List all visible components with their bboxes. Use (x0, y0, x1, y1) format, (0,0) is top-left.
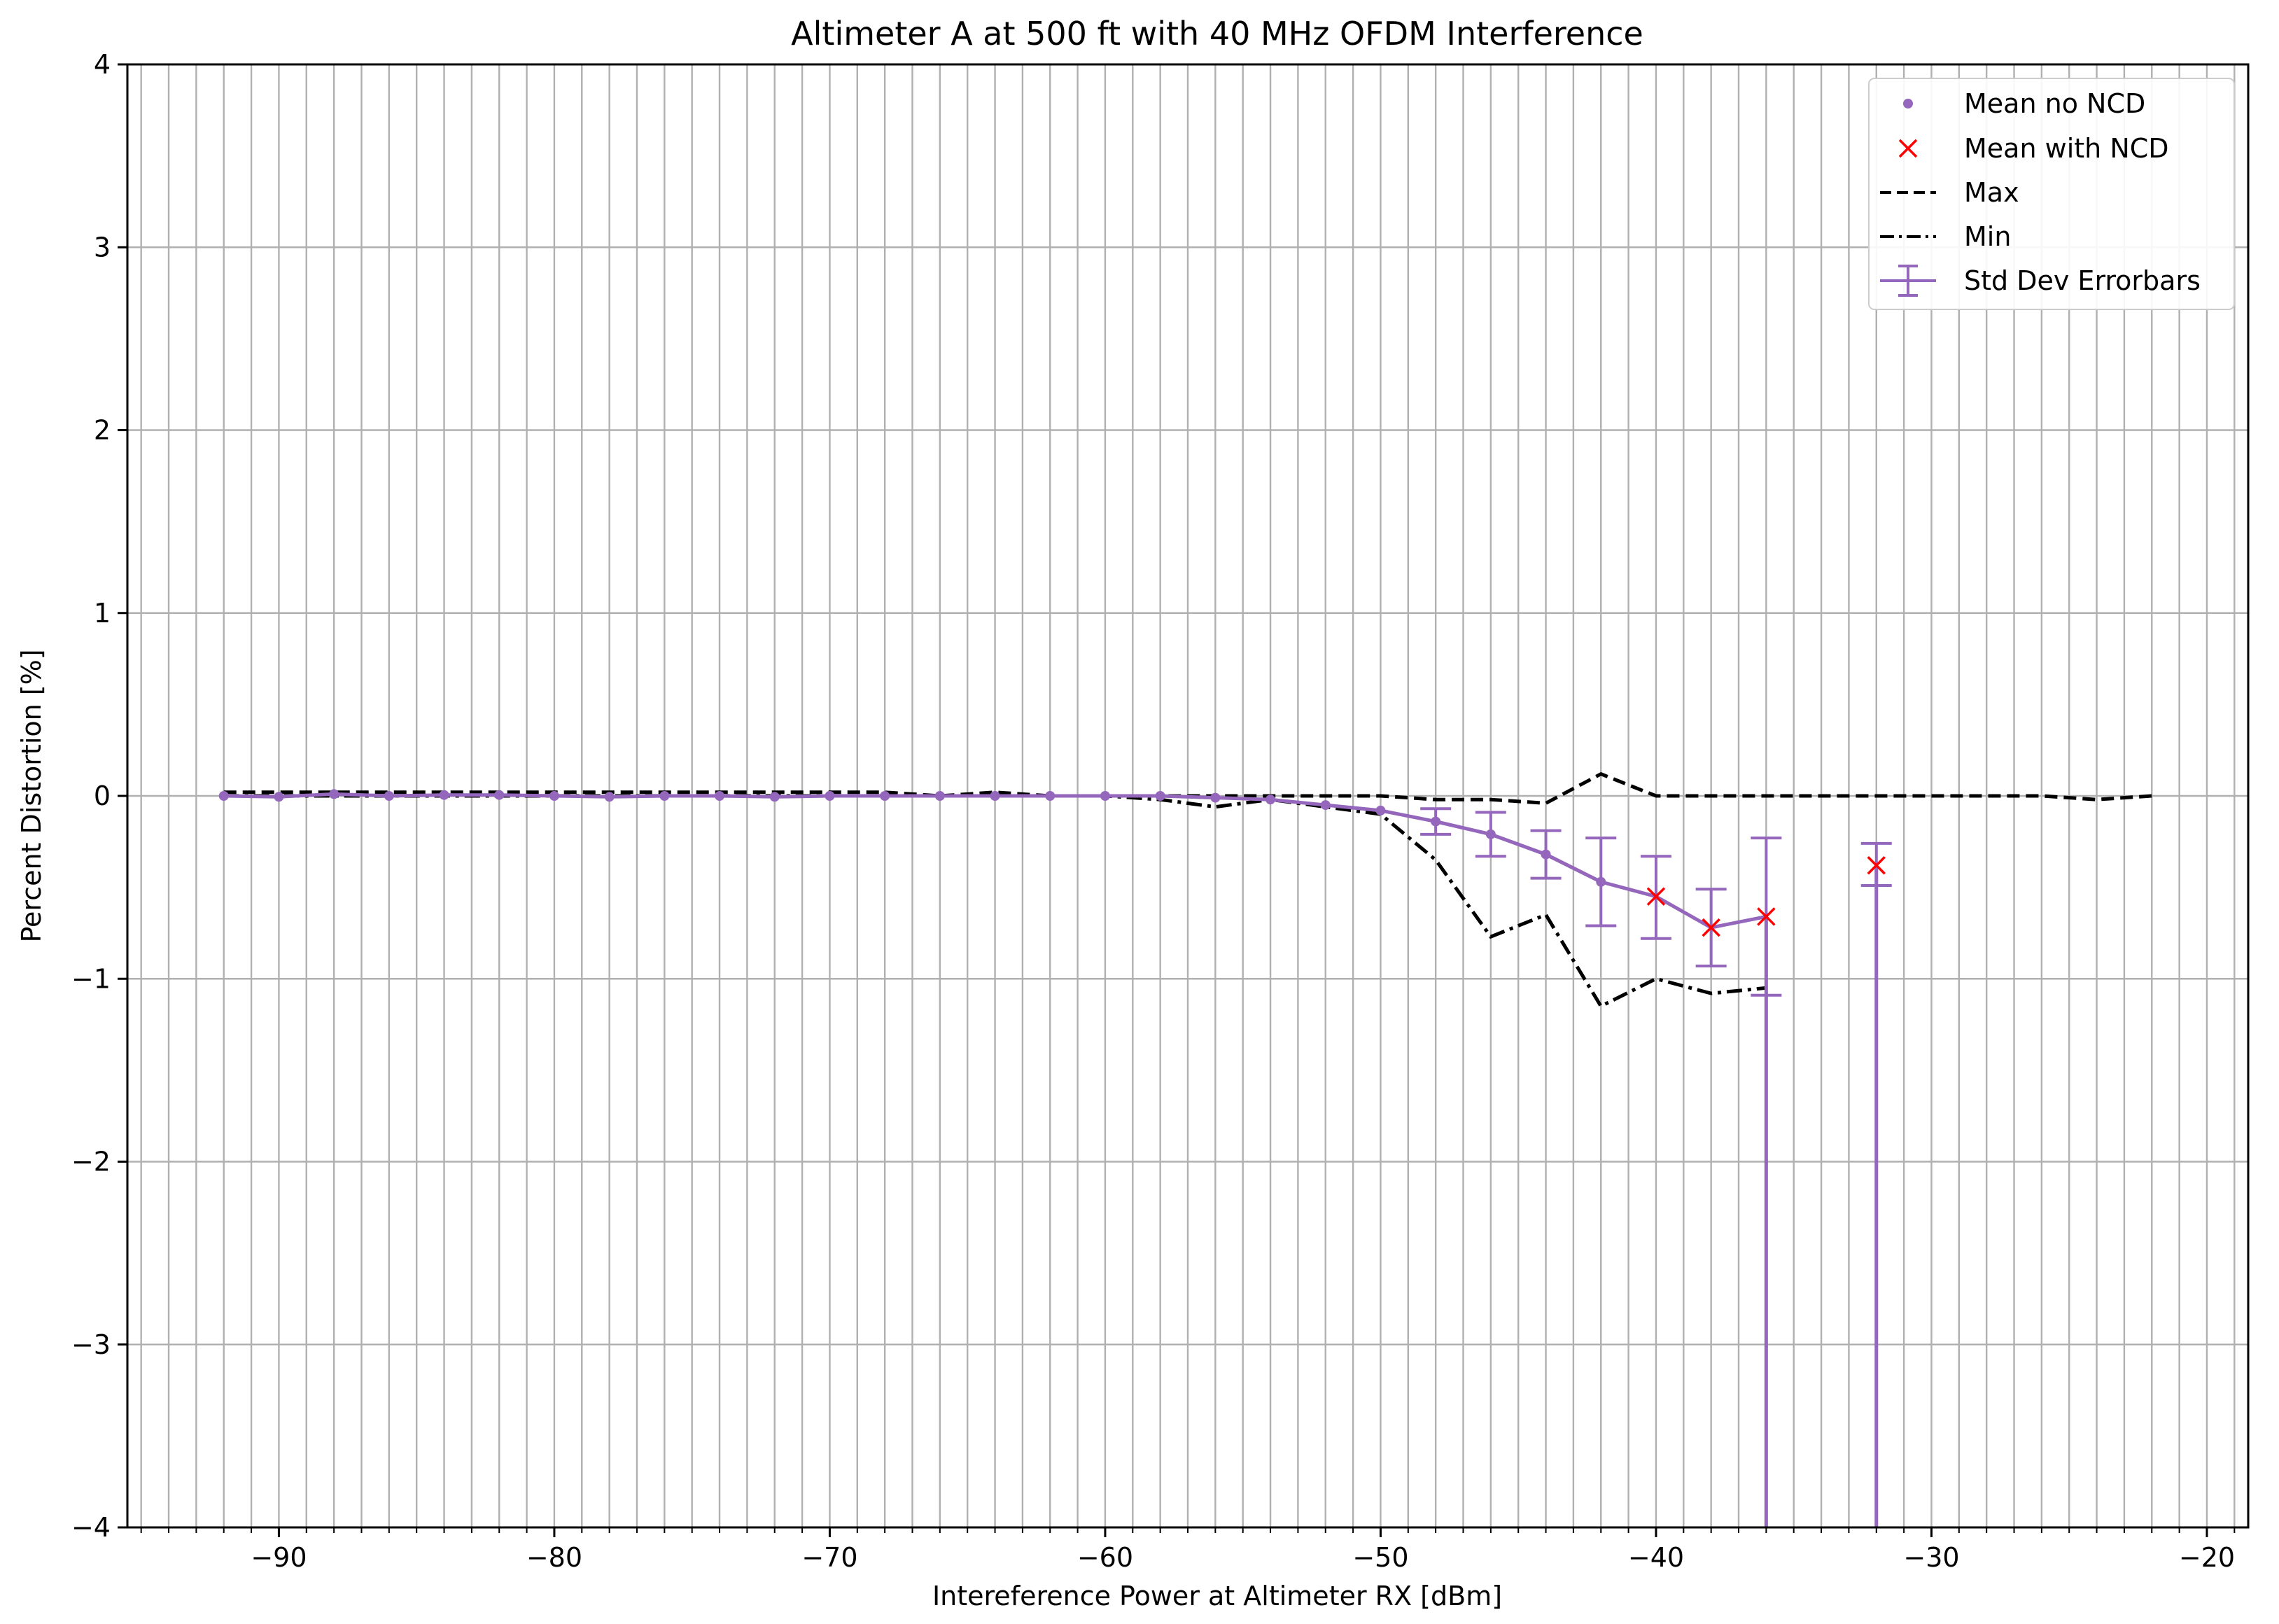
legend-marker-mean-no-ncd (1903, 99, 1913, 108)
x-tick-label: −70 (801, 1542, 857, 1573)
legend-label-errorbars: Std Dev Errorbars (1964, 265, 2201, 296)
x-marker-stroke (1867, 856, 1886, 875)
x-marker-stroke (1646, 887, 1666, 906)
mean-no-ncd-point (1210, 792, 1221, 803)
x-marker-stroke (1702, 918, 1720, 937)
x-marker-stroke (1757, 907, 1776, 926)
mean-no-ncd-point (1155, 791, 1165, 801)
y-tick-label: 1 (94, 598, 111, 629)
legend-marker-errorbars (1880, 265, 1936, 297)
x-tick-label: −60 (1077, 1542, 1133, 1573)
x-tick-label: −20 (2179, 1542, 2235, 1573)
mean-with-ncd-point (1757, 907, 1776, 926)
mean-with-ncd-point (1867, 856, 1886, 875)
mean-no-ncd-point (1265, 794, 1276, 805)
mean-no-ncd-point (329, 789, 339, 799)
mean-no-ncd-point (1485, 829, 1496, 839)
mean-no-ncd-point (1100, 791, 1110, 801)
mean-no-ncd-point (1431, 816, 1441, 827)
y-tick-label: −1 (71, 963, 111, 994)
x-tick-label: −80 (526, 1542, 582, 1573)
legend-marker-mean-with-ncd (1898, 139, 1918, 158)
mean-no-ncd-point (218, 791, 229, 801)
y-tick-label: −4 (71, 1512, 111, 1543)
y-tick-label: 0 (94, 780, 111, 811)
mean-no-ncd-point (1375, 805, 1386, 816)
mean-no-ncd-point (715, 791, 725, 801)
mean-no-ncd-point (384, 791, 394, 801)
y-tick-label: 3 (94, 232, 111, 262)
mean-no-ncd-point (1541, 849, 1551, 860)
chart-title: Altimeter A at 500 ft with 40 MHz OFDM I… (791, 15, 1643, 52)
mean-no-ncd-point (825, 791, 835, 801)
x-axis-label: Intereference Power at Altimeter RX [dBm… (932, 1581, 1502, 1611)
mean-no-ncd-point (1596, 876, 1606, 887)
y-tick-label: 4 (94, 49, 111, 80)
legend-frame (1868, 78, 2235, 310)
plot-area (218, 771, 2152, 1527)
mean-no-ncd-point (769, 792, 780, 802)
legend-label-mean-no-ncd: Mean no NCD (1964, 88, 2145, 119)
x-tick-label: −50 (1352, 1542, 1408, 1573)
mean-no-ncd-point (494, 790, 505, 800)
mean-no-ncd-point (274, 792, 284, 802)
mean-no-ncd-point (934, 791, 945, 801)
mean-no-ncd-point (1045, 791, 1056, 801)
y-tick-label: −3 (71, 1329, 111, 1360)
mean-no-ncd-point (990, 791, 1000, 801)
mean-with-ncd-point (1646, 887, 1666, 906)
mean-with-ncd-point (1702, 918, 1720, 937)
legend-label-min: Min (1964, 221, 2011, 252)
mean-no-ncd-point (880, 791, 890, 801)
y-axis-label: Percent Distortion [%] (16, 649, 47, 942)
y-tick-label: 2 (94, 415, 111, 446)
mean-no-ncd-line (223, 792, 1602, 884)
y-tick-label: −2 (71, 1147, 111, 1177)
mean-no-ncd-point (549, 791, 559, 801)
x-tick-label: −30 (1903, 1542, 1959, 1573)
legend-label-max: Max (1964, 177, 2019, 208)
legend-label-mean-with-ncd: Mean with NCD (1964, 133, 2169, 164)
ticks: −90 −80 −70 −60 −50 −40 −30 −20 −4 −3 −2 −1 0 1 2 3 4 (71, 49, 2236, 1573)
legend: Mean no NCD Mean with NCD Max Min Std De… (1868, 78, 2235, 310)
mean-no-ncd-point (604, 792, 615, 802)
mean-no-ncd-point (1320, 800, 1331, 811)
mean-no-ncd-point (659, 791, 670, 801)
mean-no-ncd-point (439, 790, 449, 800)
x-tick-label: −40 (1628, 1542, 1684, 1573)
x-tick-label: −90 (251, 1542, 307, 1573)
